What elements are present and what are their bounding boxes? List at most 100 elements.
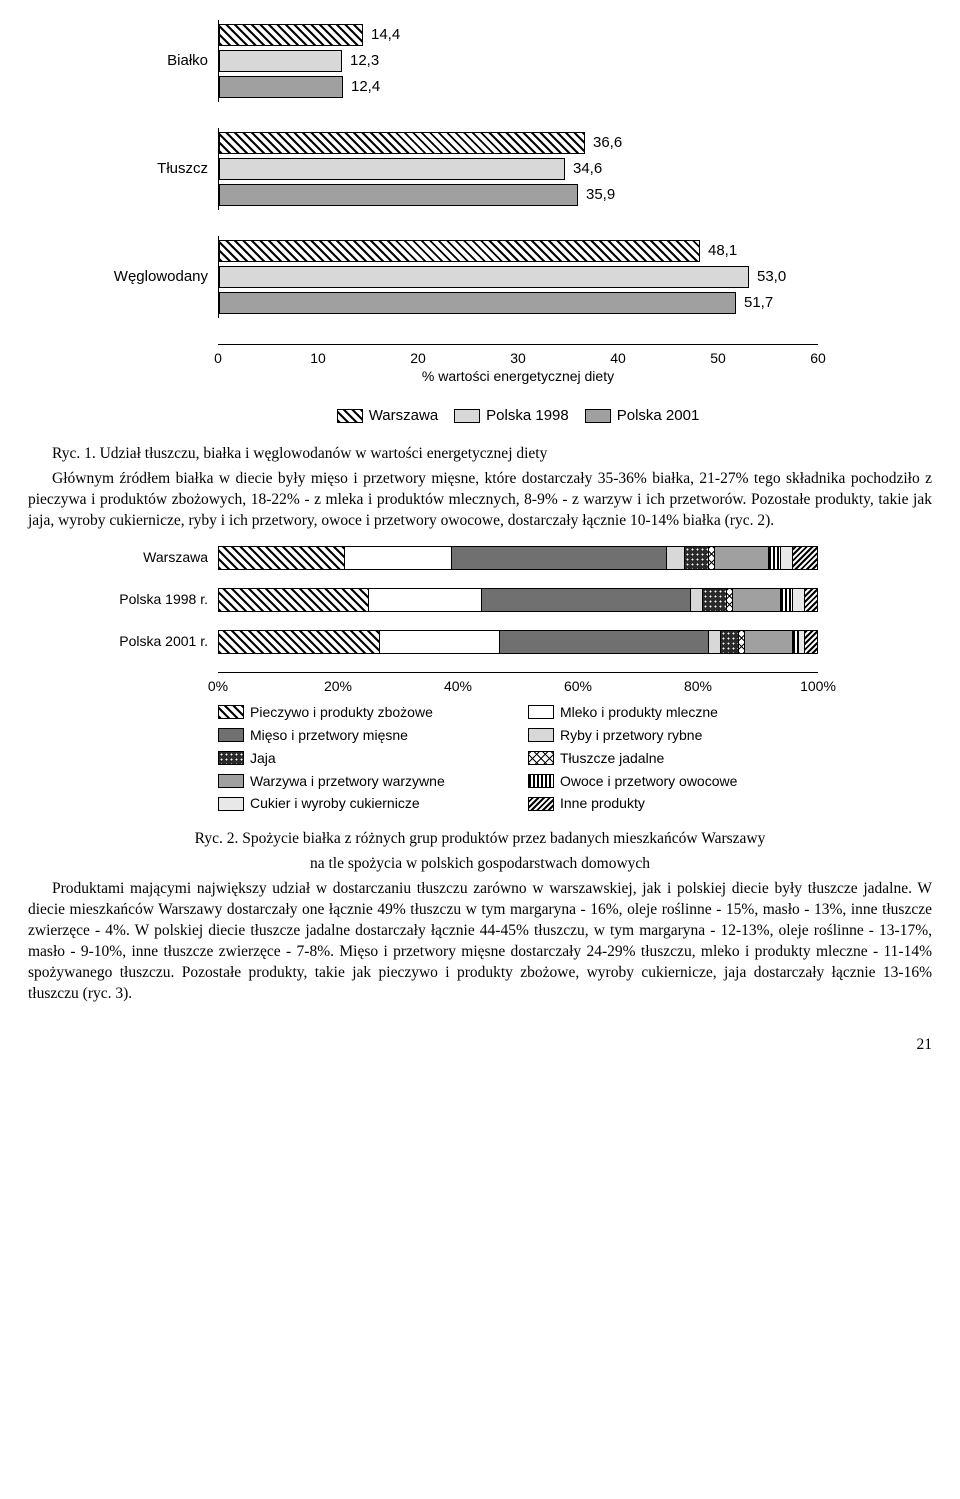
legend-label: Inne produkty [560, 794, 645, 813]
legend-label: Warzywa i przetwory warzywne [250, 772, 445, 791]
c1-bar-value: 53,0 [757, 267, 786, 287]
c2-segment [691, 589, 703, 611]
c2-segment [685, 547, 709, 569]
c1-axis-tick: 10 [310, 345, 326, 368]
c1-category-label: Tłuszcz [88, 159, 218, 179]
c2-segment [219, 589, 369, 611]
c1-bar: 12,4 [219, 76, 819, 98]
c2-legend-item: Mleko i produkty mleczne [528, 703, 818, 722]
c1-legend-item: Polska 2001 [585, 406, 700, 426]
c2-segment [805, 631, 817, 653]
c2-legend-item: Warzywa i przetwory warzywne [218, 772, 508, 791]
c2-segment [500, 631, 709, 653]
legend-swatch [528, 705, 554, 719]
c1-bar-value: 34,6 [573, 159, 602, 179]
legend-label: Cukier i wyroby cukiernicze [250, 794, 420, 813]
c2-axis-tick: 40% [444, 673, 472, 696]
legend-swatch [528, 797, 554, 811]
c2-row: Polska 2001 r. [88, 630, 872, 654]
legend-swatch [337, 409, 363, 423]
legend-label: Tłuszcze jadalne [560, 749, 664, 768]
c1-category: Węglowodany 48,1 53,0 51,7 [88, 236, 872, 318]
legend-label: Owoce i przetwory owocowe [560, 772, 737, 791]
c1-bar-value: 35,9 [586, 185, 615, 205]
c1-bar-value: 51,7 [744, 293, 773, 313]
chart-2-protein-sources: Warszawa Polska 1998 r. Polska 2001 r. 0%20… [88, 546, 872, 813]
c1-axis-tick: 0 [214, 345, 222, 368]
c2-legend-item: Ryby i przetwory rybne [528, 726, 818, 745]
legend-label: Mięso i przetwory mięsne [250, 726, 408, 745]
c2-segment [452, 547, 667, 569]
c1-category-label: Białko [88, 51, 218, 71]
c2-x-axis: 0%20%40%60%80%100% [218, 672, 818, 693]
c2-segment [781, 589, 793, 611]
c1-category: Białko 14,4 12,3 12,4 [88, 20, 872, 102]
c1-axis-tick: 50 [710, 345, 726, 368]
c1-bar: 53,0 [219, 266, 819, 288]
legend-label: Polska 1998 [486, 406, 569, 426]
c2-axis-tick: 80% [684, 673, 712, 696]
c2-segment [793, 547, 817, 569]
legend-swatch [218, 774, 244, 788]
c1-x-axis: 0102030405060 [218, 344, 818, 345]
c2-row-label: Polska 1998 r. [88, 590, 218, 609]
c1-category: Tłuszcz36,634,635,9 [88, 128, 872, 210]
c1-bar-value: 14,4 [371, 25, 400, 45]
c2-segment [745, 631, 793, 653]
c1-bar-value: 48,1 [708, 241, 737, 261]
c1-bar-value: 12,4 [351, 77, 380, 97]
c2-stacked-bar [218, 546, 818, 570]
legend-swatch [218, 797, 244, 811]
c2-legend-item: Tłuszcze jadalne [528, 749, 818, 768]
page-number: 21 [28, 1035, 932, 1056]
c2-axis-tick: 0% [208, 673, 228, 696]
c2-segment [380, 631, 500, 653]
c1-category-label: Węglowodany [88, 267, 218, 287]
legend-label: Ryby i przetwory rybne [560, 726, 702, 745]
c2-segment [769, 547, 781, 569]
legend-label: Mleko i produkty mleczne [560, 703, 718, 722]
legend-swatch [528, 728, 554, 742]
legend-swatch [218, 728, 244, 742]
c1-axis-tick: 30 [510, 345, 526, 368]
figure-1-caption: Ryc. 1. Udział tłuszczu, białka i węglow… [28, 444, 932, 465]
c2-legend-item: Inne produkty [528, 794, 818, 813]
c1-legend-item: Warszawa [337, 406, 438, 426]
legend-swatch [528, 774, 554, 788]
legend-swatch [218, 705, 244, 719]
c2-segment [219, 547, 345, 569]
c1-bar-value: 12,3 [350, 51, 379, 71]
c2-segment [709, 631, 721, 653]
c2-legend-item: Cukier i wyroby cukiernicze [218, 794, 508, 813]
c1-axis-tick: 60 [810, 345, 826, 368]
paragraph-2: Produktami mającymi największy udział w … [28, 879, 932, 1005]
legend-swatch [528, 751, 554, 765]
legend-label: Warszawa [369, 406, 438, 426]
legend-swatch [218, 751, 244, 765]
c2-segment [715, 547, 769, 569]
c1-bar: 48,1 [219, 240, 819, 262]
c2-stacked-bar [218, 588, 818, 612]
c2-segment [781, 547, 793, 569]
c2-segment [482, 589, 691, 611]
c1-axis-label: % wartości energetycznej diety [218, 367, 818, 386]
figure-2-caption-line2: na tle spożycia w polskich gospodarstwac… [28, 854, 932, 875]
c1-axis-tick: 40 [610, 345, 626, 368]
c1-bar: 35,9 [219, 184, 819, 206]
legend-swatch [454, 409, 480, 423]
c2-segment [219, 631, 380, 653]
chart-1-macronutrients: Białko14,412,312,4Tłuszcz36,634,635,9Węg… [88, 20, 872, 426]
c2-segment [793, 589, 805, 611]
c2-stacked-bar [218, 630, 818, 654]
c2-row-label: Polska 2001 r. [88, 632, 218, 651]
figure-2-caption-line1: Ryc. 2. Spożycie białka z różnych grup p… [28, 829, 932, 850]
c2-row-label: Warszawa [88, 548, 218, 567]
c2-segment [733, 589, 781, 611]
c2-legend-item: Jaja [218, 749, 508, 768]
c2-segment [805, 589, 817, 611]
c2-legend-item: Mięso i przetwory mięsne [218, 726, 508, 745]
legend-label: Pieczywo i produkty zbożowe [250, 703, 433, 722]
c1-bar: 51,7 [219, 292, 819, 314]
c1-legend: Warszawa Polska 1998 Polska 2001 [218, 406, 818, 426]
c2-segment [345, 547, 453, 569]
